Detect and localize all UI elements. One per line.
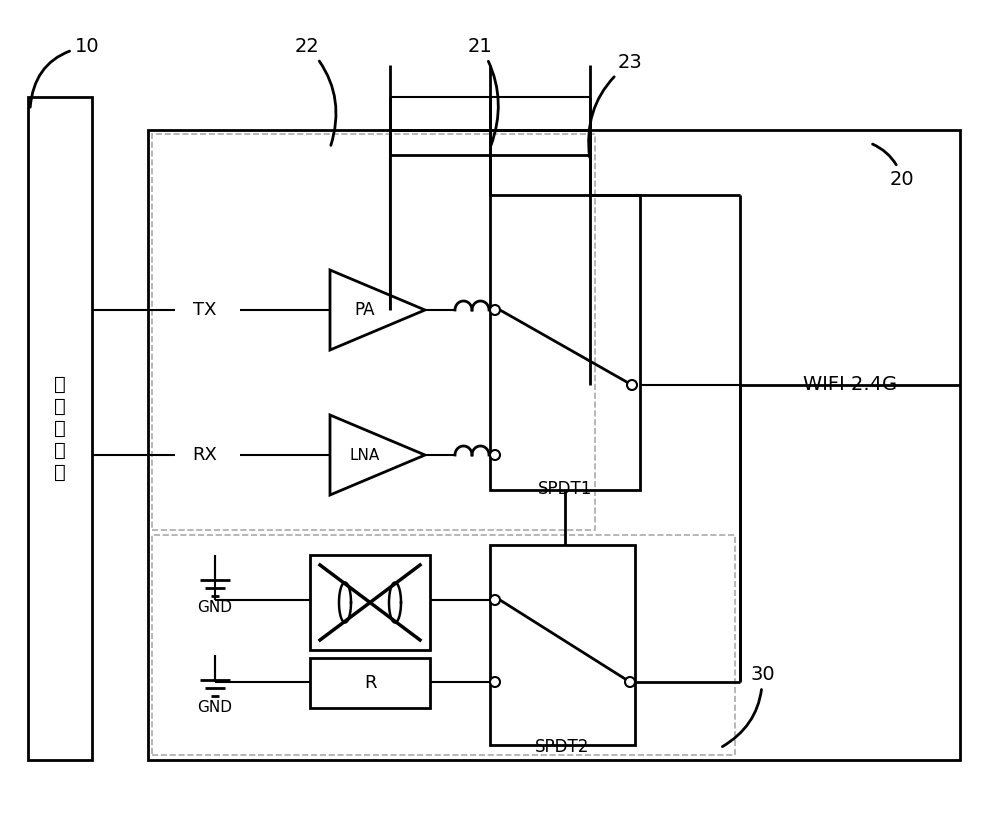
Circle shape — [490, 595, 500, 605]
Bar — [490, 545, 635, 745]
Bar — [148, 130, 960, 760]
Text: 30: 30 — [722, 665, 775, 747]
Text: 22: 22 — [295, 37, 336, 146]
Text: 10: 10 — [30, 37, 100, 107]
Text: R: R — [364, 674, 376, 692]
Text: PA: PA — [355, 301, 375, 319]
Circle shape — [490, 677, 500, 687]
Bar — [152, 535, 735, 755]
Bar — [490, 195, 640, 490]
Circle shape — [490, 450, 500, 460]
Circle shape — [627, 380, 637, 390]
Text: 21: 21 — [468, 37, 498, 146]
Text: SPDT2: SPDT2 — [535, 738, 589, 756]
Text: LNA: LNA — [350, 447, 380, 462]
Circle shape — [625, 677, 635, 687]
Text: RX: RX — [193, 446, 217, 464]
Bar — [310, 555, 430, 650]
Text: 20: 20 — [873, 144, 915, 189]
Bar — [152, 134, 595, 530]
Text: GND: GND — [198, 699, 232, 714]
Text: 23: 23 — [589, 53, 643, 157]
Text: TX: TX — [193, 301, 217, 319]
Bar — [28, 97, 92, 760]
Circle shape — [490, 305, 500, 315]
Bar — [310, 658, 430, 708]
Text: GND: GND — [198, 600, 232, 614]
Text: SPDT1: SPDT1 — [538, 480, 592, 498]
Text: 基
带
控
制
器: 基 带 控 制 器 — [54, 375, 66, 482]
Text: WIFI 2.4G: WIFI 2.4G — [803, 375, 897, 394]
